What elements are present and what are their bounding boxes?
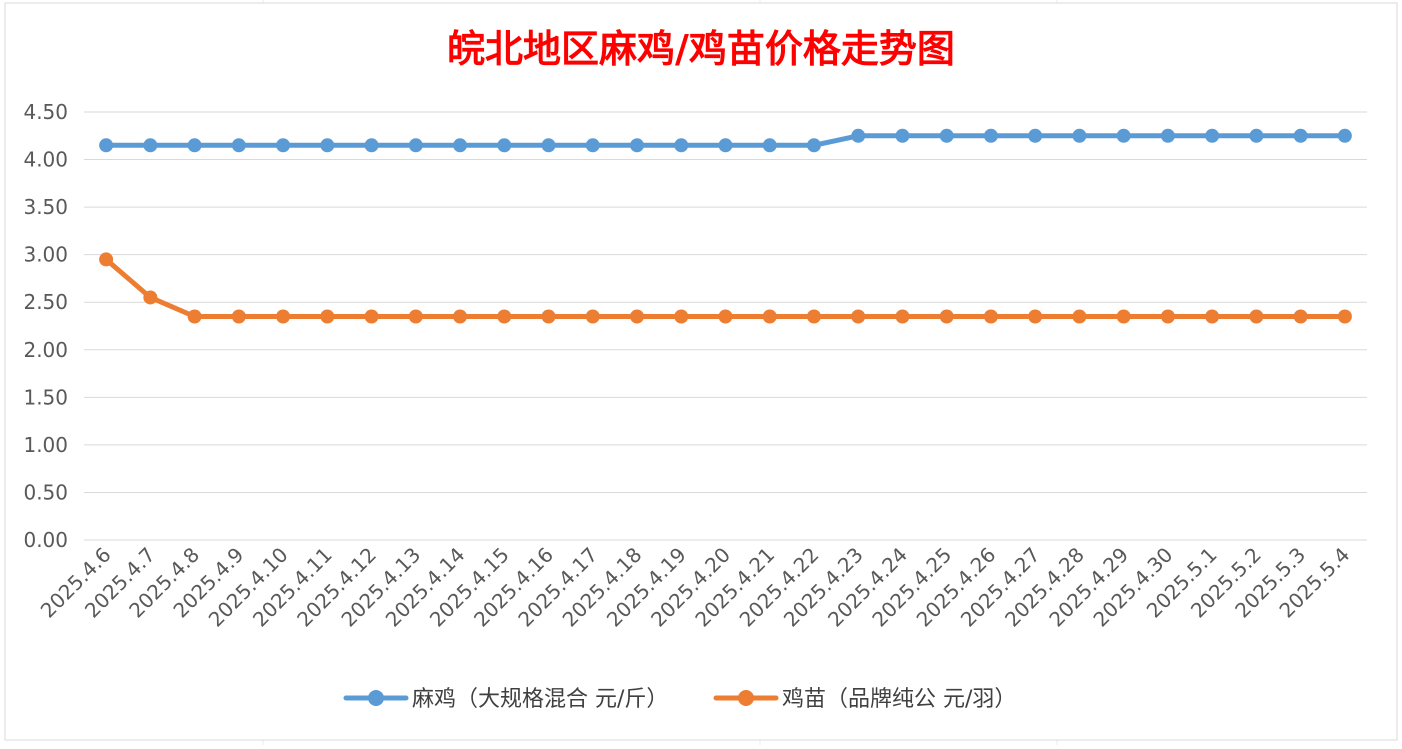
data-point (1337, 128, 1352, 143)
data-point (320, 309, 335, 324)
data-point (1160, 309, 1175, 324)
data-point (320, 138, 335, 153)
data-point (939, 309, 954, 324)
y-tick-label: 2.50 (23, 290, 68, 314)
chart-frame (4, 2, 1398, 741)
data-point (276, 309, 291, 324)
data-point (1028, 309, 1043, 324)
data-point (585, 309, 600, 324)
legend-label: 麻鸡（大规格混合 元/斤） (412, 687, 668, 712)
data-point (630, 138, 645, 153)
data-point (408, 138, 423, 153)
data-point (143, 290, 158, 305)
data-point (806, 309, 821, 324)
data-point (939, 128, 954, 143)
data-point (187, 309, 202, 324)
data-point (1249, 128, 1264, 143)
data-point (851, 309, 866, 324)
data-point (497, 138, 512, 153)
data-point (453, 138, 468, 153)
legend-label: 鸡苗（品牌纯公 元/羽） (782, 687, 1016, 712)
data-point (762, 138, 777, 153)
legend-marker (738, 690, 754, 706)
data-point (1337, 309, 1352, 324)
data-point (231, 138, 246, 153)
data-point (143, 138, 158, 153)
data-point (364, 138, 379, 153)
data-point (585, 138, 600, 153)
y-tick-label: 1.50 (23, 385, 68, 409)
data-point (453, 309, 468, 324)
y-tick-label: 3.00 (23, 243, 68, 267)
data-point (364, 309, 379, 324)
data-point (541, 138, 556, 153)
legend: 麻鸡（大规格混合 元/斤） 鸡苗（品牌纯公 元/羽） (343, 687, 1016, 712)
data-point (408, 309, 423, 324)
y-tick-label: 2.00 (23, 338, 68, 362)
data-point (1205, 128, 1220, 143)
series-1 (99, 252, 1352, 324)
y-tick-label: 4.00 (23, 148, 68, 172)
data-point (1072, 128, 1087, 143)
data-point (1160, 128, 1175, 143)
legend-item: 麻鸡（大规格混合 元/斤） (343, 687, 668, 712)
data-point (762, 309, 777, 324)
y-tick-label: 4.50 (23, 100, 68, 124)
data-point (983, 309, 998, 324)
data-point (1116, 128, 1131, 143)
data-point (1205, 309, 1220, 324)
data-point (674, 138, 689, 153)
data-point (276, 138, 291, 153)
data-point (895, 309, 910, 324)
y-tick-label: 3.50 (23, 195, 68, 219)
legend-item: 鸡苗（品牌纯公 元/羽） (713, 687, 1016, 712)
data-point (1293, 128, 1308, 143)
y-tick-label: 1.00 (23, 433, 68, 457)
data-point (983, 128, 998, 143)
data-point (99, 138, 114, 153)
data-point (718, 309, 733, 324)
chart-title: 皖北地区麻鸡/鸡苗价格走势图 (447, 27, 955, 71)
data-point (674, 309, 689, 324)
data-point (1028, 128, 1043, 143)
data-point (851, 128, 866, 143)
data-point (541, 309, 556, 324)
data-point (187, 138, 202, 153)
data-point (497, 309, 512, 324)
data-point (99, 252, 114, 267)
data-point (895, 128, 910, 143)
y-tick-label: 0.00 (23, 528, 68, 552)
legend-marker (368, 690, 384, 706)
series-layer (99, 128, 1352, 324)
data-point (806, 138, 821, 153)
gridlines (84, 111, 1367, 541)
y-tick-label: 0.50 (23, 480, 68, 504)
data-point (1072, 309, 1087, 324)
y-axis: 0.00 0.50 1.00 1.50 2.00 2.50 3.00 3.50 4.00 4.50 (23, 100, 68, 552)
data-point (231, 309, 246, 324)
data-point (1116, 309, 1131, 324)
series-0 (99, 128, 1352, 153)
data-point (718, 138, 733, 153)
data-point (630, 309, 645, 324)
data-point (1249, 309, 1264, 324)
data-point (1293, 309, 1308, 324)
